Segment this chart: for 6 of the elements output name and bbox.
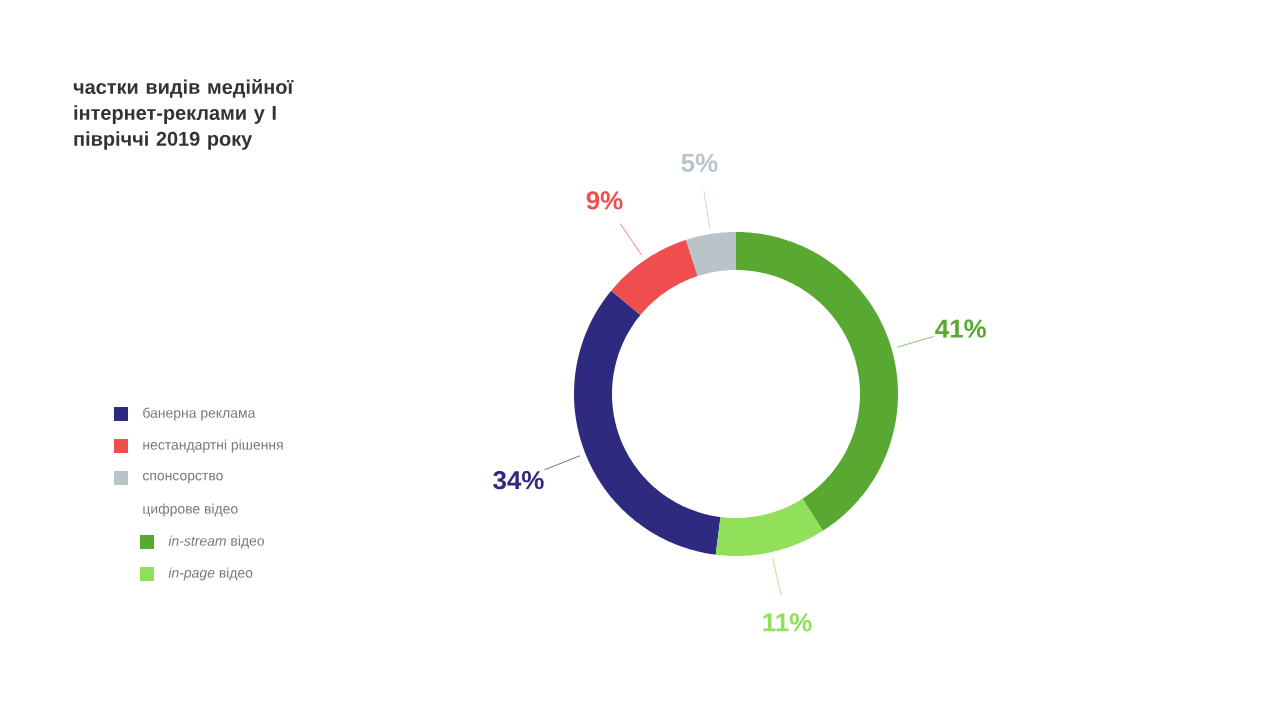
data-label: 9% [586,191,623,210]
data-label: 41% [935,319,986,338]
chart-title: частки видів медійної інтернет-реклами у І півріччі 2019 року [73,79,294,150]
data-label: 11% [763,613,812,632]
data-label: 5% [681,153,718,172]
data-label: 34% [493,470,544,490]
